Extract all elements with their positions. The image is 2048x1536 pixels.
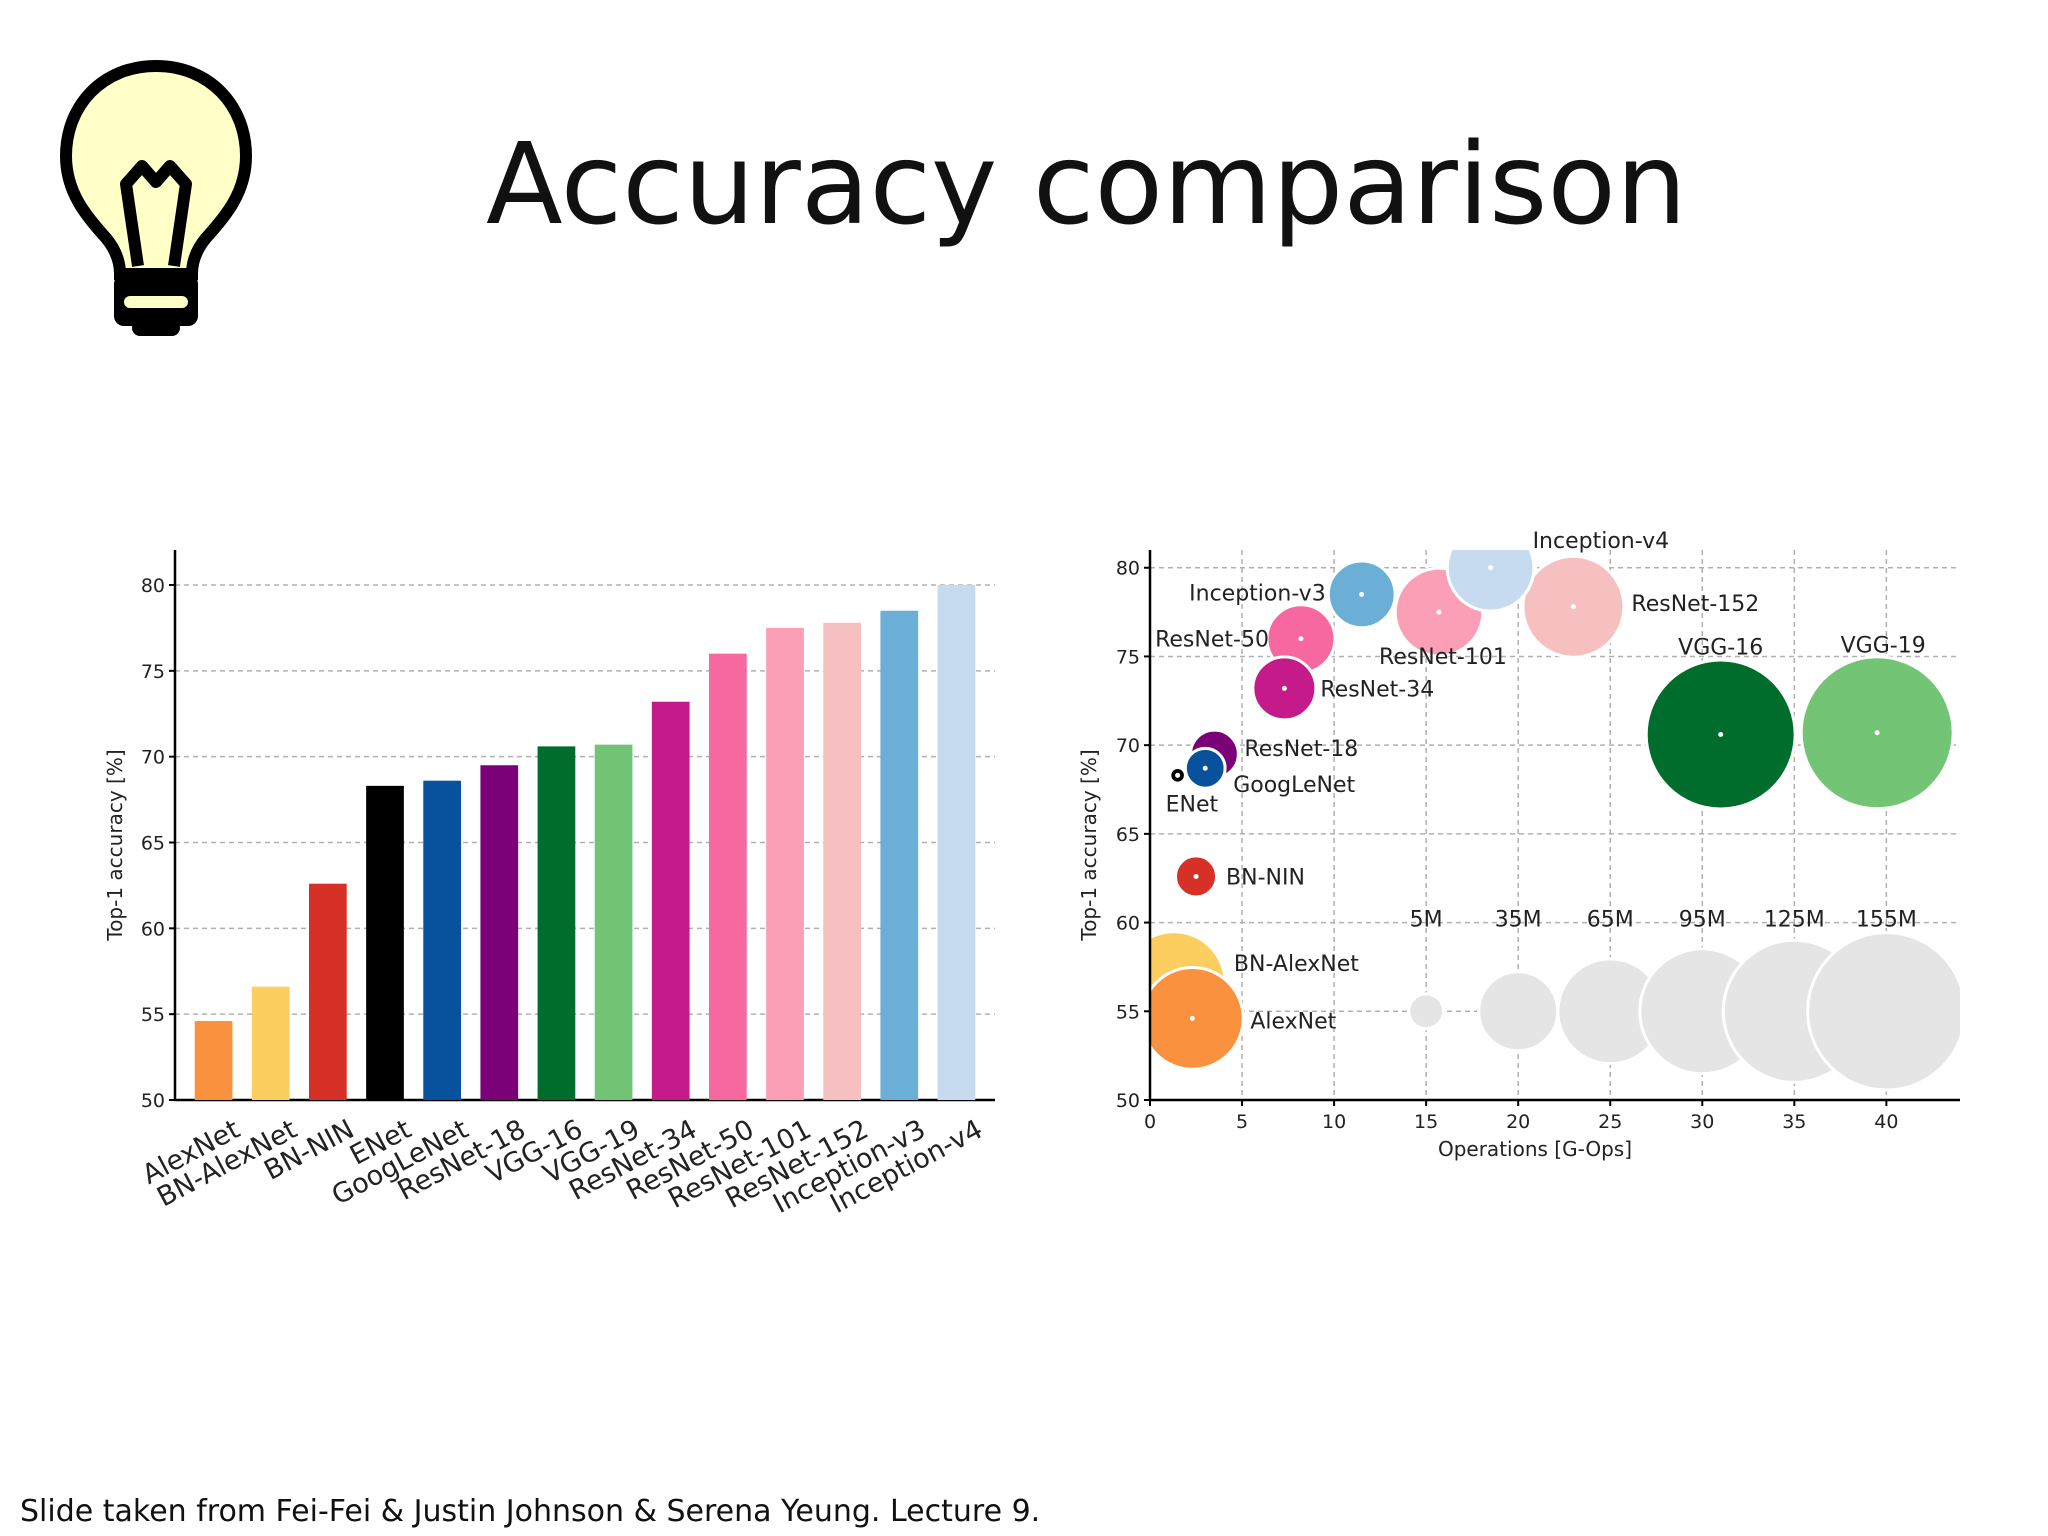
slide-title: Accuracy comparison (486, 120, 1687, 250)
bubble-center-vgg-19 (1874, 730, 1880, 736)
bubble-label-resnet-34: ResNet-34 (1320, 677, 1434, 702)
bar-resnet-18 (480, 765, 519, 1100)
bubble-center-resnet-50 (1298, 636, 1304, 642)
bar-bn-nin (309, 883, 347, 1100)
bar-inception-v4 (937, 585, 976, 1100)
bubble-xtick-label: 40 (1874, 1111, 1898, 1133)
bubble-label-vgg-16: VGG-16 (1678, 636, 1763, 661)
bubble-x-axis-label: Operations [G-Ops] (1438, 1137, 1632, 1161)
bubble-center-resnet-34 (1281, 685, 1287, 691)
bubble-label-resnet-50: ResNet-50 (1155, 628, 1269, 653)
bar-resnet-34 (651, 701, 690, 1100)
bubble-xtick-label: 20 (1506, 1111, 1530, 1133)
size-legend-bubble-35m (1477, 970, 1560, 1053)
bubble-ytick-label: 70 (1116, 735, 1140, 757)
size-legend-label: 5M (1410, 908, 1443, 933)
bubble-label-alexnet: AlexNet (1250, 1009, 1336, 1034)
bubble-ytick-label: 50 (1116, 1090, 1140, 1112)
bar-ytick-label: 70 (141, 747, 165, 769)
bar-alexnet (194, 1021, 233, 1100)
bubble-label-resnet-101: ResNet-101 (1379, 645, 1507, 670)
bar-ytick-label: 60 (141, 918, 165, 940)
bubble-label-resnet-18: ResNet-18 (1244, 737, 1358, 762)
bar-ytick-label: 50 (141, 1090, 165, 1112)
bar-y-axis-label: Top-1 accuracy [%] (103, 749, 127, 941)
bubble-xtick-label: 15 (1414, 1111, 1438, 1133)
size-legend-label: 95M (1679, 908, 1726, 933)
bar-enet (366, 785, 404, 1100)
bubble-inception-v4 (1445, 550, 1536, 613)
bar-resnet-50 (709, 653, 747, 1100)
bubble-center-resnet-152 (1570, 604, 1576, 610)
bubble-ytick-label: 65 (1116, 824, 1140, 846)
bubble-center-inception-v3 (1359, 591, 1365, 597)
bubble-label-googlenet: GoogLeNet (1233, 773, 1355, 798)
bubble-ytick-label: 60 (1116, 913, 1140, 935)
bubble-label-resnet-152: ResNet-152 (1631, 592, 1759, 617)
bubble-label-enet: ENet (1166, 792, 1219, 817)
bar-ytick-label: 75 (141, 661, 165, 683)
bubble-center-vgg-16 (1718, 732, 1724, 738)
size-legend-label: 155M (1856, 908, 1917, 933)
bar-ytick-label: 80 (141, 575, 165, 597)
size-legend-bubble-5m (1407, 992, 1446, 1031)
bubble-label-bn-alexnet: BN-AlexNet (1234, 952, 1359, 977)
lightbulb-icon (59, 59, 253, 336)
bubble-xtick-label: 0 (1144, 1111, 1156, 1133)
bar-resnet-101 (766, 627, 804, 1100)
bar-vgg-19 (594, 744, 633, 1100)
bubble-label-inception-v3: Inception-v3 (1189, 581, 1326, 606)
bar-inception-v3 (880, 610, 919, 1100)
bubble-ytick-label: 55 (1116, 1001, 1140, 1023)
bar-resnet-152 (823, 622, 861, 1100)
bubble-center-alexnet (1189, 1015, 1195, 1021)
bubble-center-bn-nin (1193, 873, 1199, 879)
bubble-ytick-label: 80 (1116, 558, 1140, 580)
bubble-y-axis-label: Top-1 accuracy [%] (1077, 749, 1101, 941)
bubble-xtick-label: 10 (1322, 1111, 1346, 1133)
bubble-xtick-label: 30 (1690, 1111, 1714, 1133)
bubble-center-inception-v4 (1488, 565, 1494, 571)
bubble-xtick-label: 35 (1782, 1111, 1806, 1133)
size-legend-bubble-155m (1806, 931, 1960, 1092)
bar-vgg-16 (537, 746, 576, 1100)
size-legend-label: 125M (1764, 908, 1825, 933)
slide-caption: Slide taken from Fei-Fei & Justin Johnso… (20, 1494, 1041, 1529)
bubble-label-bn-nin: BN-NIN (1226, 865, 1305, 890)
bubble-xtick-label: 5 (1236, 1111, 1248, 1133)
bubble-center-googlenet (1202, 765, 1208, 771)
bubble-alexnet (1150, 966, 1245, 1071)
size-legend-label: 65M (1587, 908, 1634, 933)
bubble-center-enet (1175, 772, 1181, 778)
bubble-plot-area (1150, 550, 1960, 1092)
bubble-label-vgg-19: VGG-19 (1841, 634, 1926, 659)
bar-ytick-label: 55 (141, 1004, 165, 1026)
bubble-chart: 50 55 60 65 70 75 80 0 5 10 15 20 25 30 35 40 Top-1 accu… (1077, 530, 1960, 1161)
bar-googlenet (423, 780, 461, 1100)
bubble-xtick-label: 25 (1598, 1111, 1622, 1133)
bubble-ytick-label: 75 (1116, 646, 1140, 668)
size-legend-label: 35M (1495, 908, 1542, 933)
bar-bn-alexnet (251, 986, 290, 1100)
bubble-center-resnet-101 (1436, 609, 1442, 615)
bar-ytick-label: 65 (141, 833, 165, 855)
bubble-label-inception-v4: Inception-v4 (1533, 530, 1670, 554)
